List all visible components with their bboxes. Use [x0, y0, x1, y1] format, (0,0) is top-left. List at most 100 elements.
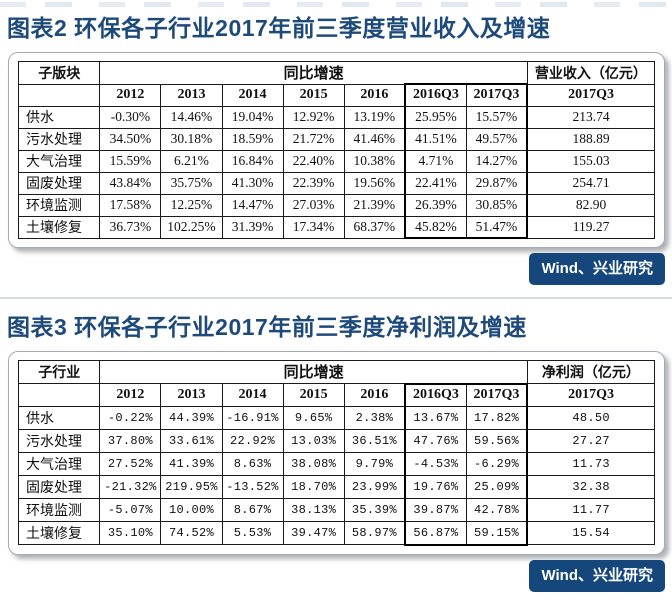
table-row: 土壤修复 35.10% 74.52% 5.53% 39.47% 58.97% 5… — [17, 521, 656, 546]
growth-cell: 22.92% — [221, 429, 284, 453]
year-header: 2014 — [221, 383, 284, 407]
table-row: 土壤修复 36.73% 102.25% 31.39% 17.34% 68.37%… — [17, 215, 656, 239]
year-header-2016q3: 2016Q3 — [404, 382, 467, 407]
growth-cell: 14.47% — [221, 193, 284, 217]
growth-cell: 44.39% — [160, 406, 223, 430]
growth-cell: 30.18% — [160, 127, 223, 151]
year-header: 2015 — [282, 83, 345, 107]
growth-cell: -21.32% — [99, 475, 162, 499]
growth-cell: 74.52% — [160, 521, 223, 545]
growth-cell: 35.75% — [160, 171, 223, 195]
amount-cell: 15.54 — [526, 521, 656, 545]
table-row: 大气治理 15.59% 6.21% 16.84% 22.40% 10.38% 4… — [17, 149, 656, 173]
growth-cell: 35.39% — [343, 498, 406, 522]
growth-cell: 58.97% — [343, 521, 406, 545]
corner-spacer — [17, 383, 101, 407]
growth-cell: 12.25% — [160, 193, 223, 217]
growth-cell: 17.82% — [465, 406, 529, 430]
growth-cell: 18.70% — [282, 475, 345, 499]
amount-cell: 48.50 — [526, 406, 656, 430]
row-label: 环境监测 — [17, 193, 101, 217]
corner-header: 子版块 — [17, 61, 101, 85]
year-header-2017q3: 2017Q3 — [465, 382, 529, 407]
growth-cell: 16.84% — [221, 149, 284, 173]
growth-cell: 5.53% — [221, 521, 284, 545]
row-label: 大气治理 — [17, 149, 101, 173]
yoy-growth-header: 同比增速 — [99, 61, 528, 85]
growth-cell: 39.47% — [282, 521, 345, 545]
year-header-2016q3: 2016Q3 — [404, 83, 467, 107]
figure3-net-profit-table: 子行业 同比增速 净利润（亿元） 2012 2013 2014 2015 201… — [17, 360, 656, 546]
amount-cell: 188.89 — [526, 127, 656, 151]
growth-cell: 2.38% — [343, 406, 406, 430]
growth-cell: 13.67% — [404, 406, 467, 430]
row-label: 土壤修复 — [17, 521, 101, 545]
amount-cell: 119.27 — [526, 215, 656, 239]
growth-cell: -0.22% — [99, 406, 162, 430]
growth-cell: -0.30% — [99, 105, 162, 129]
growth-cell: 18.59% — [221, 127, 284, 151]
header-row-groups: 子行业 同比增速 净利润（亿元） — [17, 360, 656, 384]
growth-cell: 51.47% — [465, 215, 529, 239]
growth-cell: -5.07% — [99, 498, 162, 522]
growth-cell: 26.39% — [404, 193, 467, 217]
header-row-groups: 子版块 同比增速 营业收入（亿元） — [17, 61, 656, 85]
growth-cell: 47.76% — [404, 429, 467, 453]
year-header: 2014 — [221, 83, 284, 107]
growth-cell: 41.51% — [404, 127, 467, 151]
growth-cell: 49.57% — [465, 127, 529, 151]
growth-cell: 15.59% — [99, 149, 162, 173]
value-year-header: 2017Q3 — [526, 83, 656, 107]
growth-cell: 36.73% — [99, 215, 162, 239]
growth-cell: 59.56% — [465, 429, 529, 453]
growth-cell: 15.57% — [465, 105, 529, 129]
growth-cell: 34.50% — [99, 127, 162, 151]
year-header: 2015 — [282, 383, 345, 407]
growth-cell: 14.27% — [465, 149, 529, 173]
growth-cell: 14.46% — [160, 105, 223, 129]
growth-cell: 45.82% — [404, 215, 467, 239]
growth-cell: 56.87% — [404, 521, 467, 546]
growth-cell: 36.51% — [343, 429, 406, 453]
row-label: 固废处理 — [17, 171, 101, 195]
growth-cell: 59.15% — [465, 521, 529, 546]
year-header: 2013 — [160, 383, 223, 407]
growth-cell: 21.72% — [282, 127, 345, 151]
corner-spacer — [17, 83, 101, 107]
amount-cell: 254.71 — [526, 171, 656, 195]
row-label: 污水处理 — [17, 429, 101, 453]
table-row: 环境监测 -5.07% 10.00% 8.67% 38.13% 35.39% 3… — [17, 498, 656, 522]
amount-cell: 213.74 — [526, 105, 656, 129]
growth-cell: 23.99% — [343, 475, 406, 499]
growth-cell: 33.61% — [160, 429, 223, 453]
table-row: 固废处理 -21.32% 219.95% -13.52% 18.70% 23.9… — [17, 475, 656, 499]
growth-cell: 25.09% — [465, 475, 529, 499]
growth-cell: 41.30% — [221, 171, 284, 195]
figure2-panel: 子版块 同比增速 营业收入（亿元） 2012 2013 2014 2015 20… — [8, 52, 665, 248]
growth-cell: -6.29% — [465, 452, 529, 476]
growth-cell: 38.08% — [282, 452, 345, 476]
growth-cell: 219.95% — [160, 475, 223, 499]
growth-cell: 22.40% — [282, 149, 345, 173]
row-label: 供水 — [17, 406, 101, 430]
row-label: 土壤修复 — [17, 215, 101, 239]
growth-cell: 19.76% — [404, 475, 467, 499]
growth-cell: 10.38% — [343, 149, 406, 173]
section-divider — [0, 297, 672, 299]
header-row-years: 2012 2013 2014 2015 2016 2016Q3 2017Q3 2… — [17, 382, 656, 407]
figure3-panel: 子行业 同比增速 净利润（亿元） 2012 2013 2014 2015 201… — [8, 351, 665, 555]
growth-cell: 31.39% — [221, 215, 284, 239]
source-badge: Wind、兴业研究 — [529, 253, 665, 285]
table-row: 供水 -0.30% 14.46% 19.04% 12.92% 13.19% 25… — [17, 105, 656, 129]
table-row: 固废处理 43.84% 35.75% 41.30% 22.39% 19.56% … — [17, 171, 656, 195]
amount-cell: 27.27 — [526, 429, 656, 453]
growth-cell: 27.03% — [282, 193, 345, 217]
growth-cell: 8.67% — [221, 498, 284, 522]
growth-cell: 9.65% — [282, 406, 345, 430]
amount-cell: 32.38 — [526, 475, 656, 499]
figure2-title: 图表2 环保各子行业2017年前三季度营业收入及增速 — [7, 15, 551, 41]
growth-cell: 30.85% — [465, 193, 529, 217]
growth-cell: 17.58% — [99, 193, 162, 217]
growth-cell: 22.41% — [404, 171, 467, 195]
amount-cell: 82.90 — [526, 193, 656, 217]
